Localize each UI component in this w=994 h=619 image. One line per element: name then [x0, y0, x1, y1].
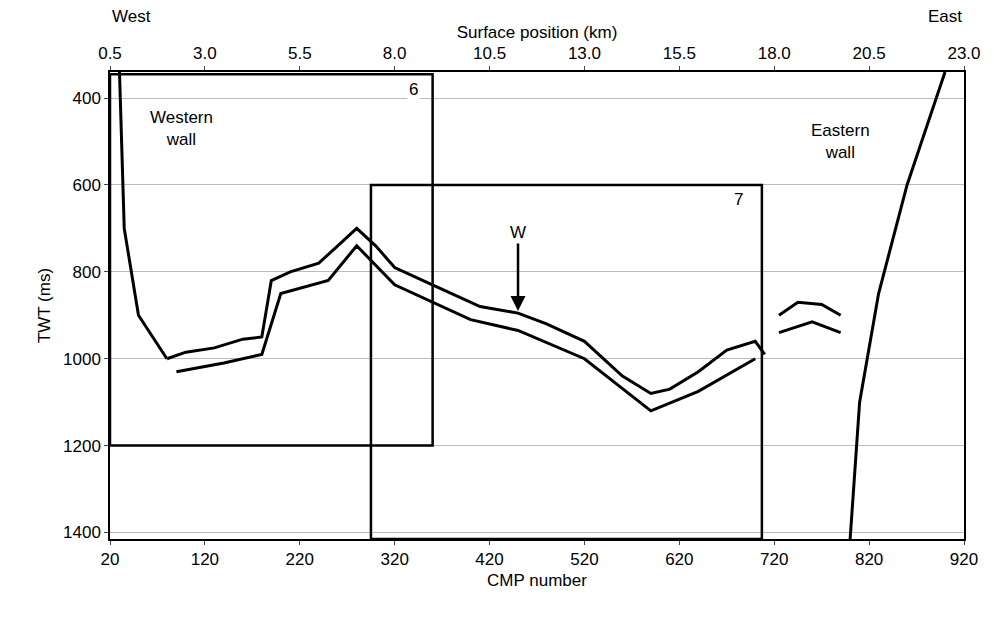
svg-text:420: 420 [475, 550, 503, 569]
svg-text:3.0: 3.0 [193, 44, 217, 63]
svg-text:920: 920 [950, 550, 978, 569]
svg-text:720: 720 [760, 550, 788, 569]
svg-text:East: East [928, 7, 962, 26]
svg-text:7: 7 [734, 190, 743, 209]
svg-text:West: West [112, 7, 151, 26]
svg-text:W: W [510, 223, 526, 242]
svg-text:CMP number: CMP number [487, 571, 587, 590]
svg-text:20.5: 20.5 [853, 44, 886, 63]
svg-text:13.0: 13.0 [568, 44, 601, 63]
svg-text:220: 220 [286, 550, 314, 569]
svg-text:Easternwall: Easternwall [811, 121, 870, 162]
svg-text:15.5: 15.5 [663, 44, 696, 63]
svg-text:320: 320 [380, 550, 408, 569]
svg-text:800: 800 [72, 263, 100, 282]
svg-text:23.0: 23.0 [947, 44, 980, 63]
svg-text:1200: 1200 [63, 437, 101, 456]
svg-text:820: 820 [855, 550, 883, 569]
svg-text:1400: 1400 [63, 523, 101, 542]
svg-text:120: 120 [191, 550, 219, 569]
svg-text:620: 620 [665, 550, 693, 569]
svg-text:1000: 1000 [63, 350, 101, 369]
svg-text:18.0: 18.0 [758, 44, 791, 63]
svg-text:0.5: 0.5 [98, 44, 122, 63]
svg-text:Westernwall: Westernwall [150, 108, 213, 149]
svg-text:20: 20 [101, 550, 120, 569]
svg-text:600: 600 [72, 176, 100, 195]
svg-text:400: 400 [72, 89, 100, 108]
svg-text:10.5: 10.5 [473, 44, 506, 63]
svg-text:Surface position (km): Surface position (km) [457, 23, 618, 42]
svg-text:6: 6 [409, 80, 418, 99]
svg-text:520: 520 [570, 550, 598, 569]
svg-text:TWT (ms): TWT (ms) [35, 268, 54, 343]
svg-text:5.5: 5.5 [288, 44, 312, 63]
svg-text:8.0: 8.0 [383, 44, 407, 63]
